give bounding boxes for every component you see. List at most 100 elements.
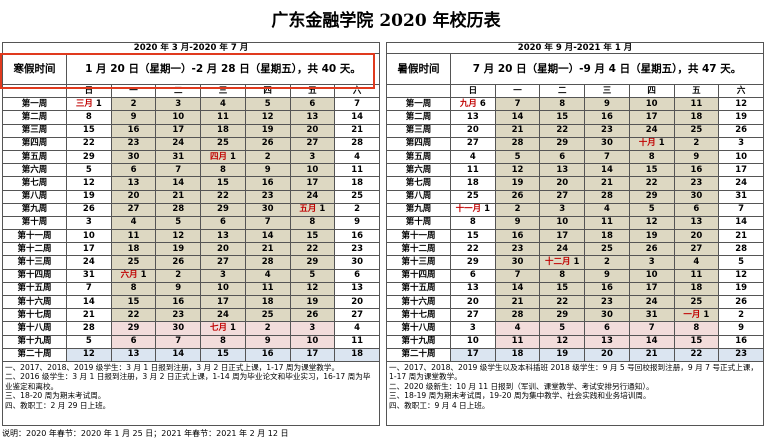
day-cell: 11	[450, 163, 496, 178]
day-cell: 23	[110, 136, 157, 151]
day-cell: 10	[289, 334, 336, 349]
day-cell: 29	[110, 321, 157, 336]
week-row: 第十二周 17 18 19 20 21 22 23	[2, 242, 380, 257]
week-row: 第二周 13 14 15 16 17 18 19	[386, 110, 764, 125]
week-label: 第十六周	[2, 294, 67, 310]
day-cell: 四月 1	[200, 149, 246, 165]
weekday: 六	[334, 83, 380, 99]
day-cell: 14	[628, 334, 675, 349]
day-cell: 17	[718, 163, 764, 178]
month-label: 六月	[120, 270, 138, 281]
week-label: 第十五周	[2, 281, 67, 297]
day-cell: 2	[110, 97, 157, 112]
day-cell: 14	[155, 347, 202, 362]
day-cell: 4	[334, 321, 380, 336]
day-cell: 19	[539, 347, 586, 362]
weekday-row: 日一二三四五六	[2, 83, 380, 99]
day-cell: 13	[110, 176, 157, 191]
day-cell: 22	[110, 308, 157, 323]
day-cell: 28	[718, 242, 764, 257]
week-row: 第一周 九月 6 7 8 9 10 11 12	[386, 97, 764, 112]
day-cell: 26	[66, 202, 112, 217]
day-cell: 10	[718, 149, 764, 165]
day-cell: 31	[628, 308, 675, 323]
day-cell: 23	[584, 123, 630, 138]
day-cell: 22	[628, 176, 675, 191]
day-cell: 2	[584, 255, 630, 270]
week-row: 第八周 19 20 21 22 23 24 25	[2, 189, 380, 204]
week-row: 第十九周 10 11 12 13 14 15 16	[386, 334, 764, 349]
day-cell: 19	[66, 189, 112, 204]
day-cell: 15	[200, 176, 246, 191]
day-cell: 9	[718, 321, 764, 336]
week-row: 第三周 20 21 22 23 24 25 26	[386, 123, 764, 138]
day-cell: 12	[289, 281, 336, 297]
day-cell: 2	[718, 308, 764, 323]
day-cell: 7	[718, 202, 764, 217]
month-label: 十二月	[545, 257, 571, 268]
day-cell: 8	[450, 215, 496, 231]
week-label: 第十三周	[386, 255, 451, 270]
day-cell: 12	[494, 163, 541, 178]
day-cell: 23	[334, 242, 380, 257]
day-cell: 3	[289, 321, 336, 336]
day-cell: 11	[673, 268, 720, 283]
week-label: 第十周	[2, 215, 67, 231]
day-cell: 31	[66, 268, 112, 283]
day-cell: 16	[584, 281, 630, 297]
day-cell: 9	[244, 334, 291, 349]
day-cell: 27	[450, 308, 496, 323]
day-cell: 8	[66, 110, 112, 125]
day-cell: 17	[155, 123, 202, 138]
week-label: 第四周	[386, 136, 451, 151]
day-cell: 3	[539, 202, 586, 217]
week-row: 第十五周 7 8 9 10 11 12 13	[2, 281, 380, 297]
day-cell: 11	[110, 229, 157, 244]
month-label: 五月	[299, 204, 317, 215]
calendar-table: 2020 年 3 月-2020 年 7 月寒假时间 1 月 20 日（星期一）-2…	[2, 42, 380, 362]
week-label: 第二十周	[386, 347, 451, 362]
day-cell: 4	[244, 268, 291, 283]
day-cell: 5	[494, 149, 541, 165]
week-label: 第十九周	[2, 334, 67, 349]
day-cell: 10	[628, 97, 675, 112]
week-label: 第三周	[2, 123, 67, 138]
weekday: 三	[200, 83, 246, 99]
period: 2020 年 9 月-2021 年 1 月	[386, 42, 764, 54]
day-cell: 20	[289, 123, 336, 138]
day: 1	[484, 204, 491, 215]
day-cell: 十一月 1	[450, 202, 496, 217]
day-cell: 2	[673, 136, 720, 151]
day-cell: 12	[66, 347, 112, 362]
month-label: 四月	[210, 151, 228, 162]
day-cell: 13	[673, 215, 720, 231]
day-cell: 26	[718, 294, 764, 310]
week-label: 第一周	[386, 97, 451, 112]
day: 1	[658, 138, 665, 149]
day-cell: 5	[289, 268, 336, 283]
day-cell: 12	[628, 215, 675, 231]
day-cell: 20	[584, 347, 630, 362]
day-cell: 三月 1	[66, 97, 112, 112]
day-cell: 11	[334, 334, 380, 349]
period-row: 2020 年 3 月-2020 年 7 月	[2, 42, 380, 54]
day-cell: 30	[584, 308, 630, 323]
day-cell: 15	[110, 294, 157, 310]
day-cell: 30	[584, 136, 630, 151]
day-cell: 20	[539, 176, 586, 191]
day-cell: 5	[628, 202, 675, 217]
title: 广东金融学院 2020 年校历表	[271, 11, 501, 31]
day-cell: 22	[66, 136, 112, 151]
week-row: 第五周 4 5 6 7 8 9 10	[386, 149, 764, 165]
day-cell: 21	[66, 308, 112, 323]
day-cell: 十二月 1	[539, 255, 586, 270]
day-cell: 7	[334, 97, 380, 112]
day-cell: 13	[200, 229, 246, 244]
day-cell: 25	[110, 255, 157, 270]
holiday-row: 寒假时间 1 月 20 日（星期一）-2 月 28 日（星期五），共 40 天。	[2, 53, 380, 85]
week-label: 第十四周	[386, 268, 451, 283]
day-cell: 30	[244, 202, 291, 217]
day-cell: 16	[155, 294, 202, 310]
day-cell: 16	[673, 163, 720, 178]
